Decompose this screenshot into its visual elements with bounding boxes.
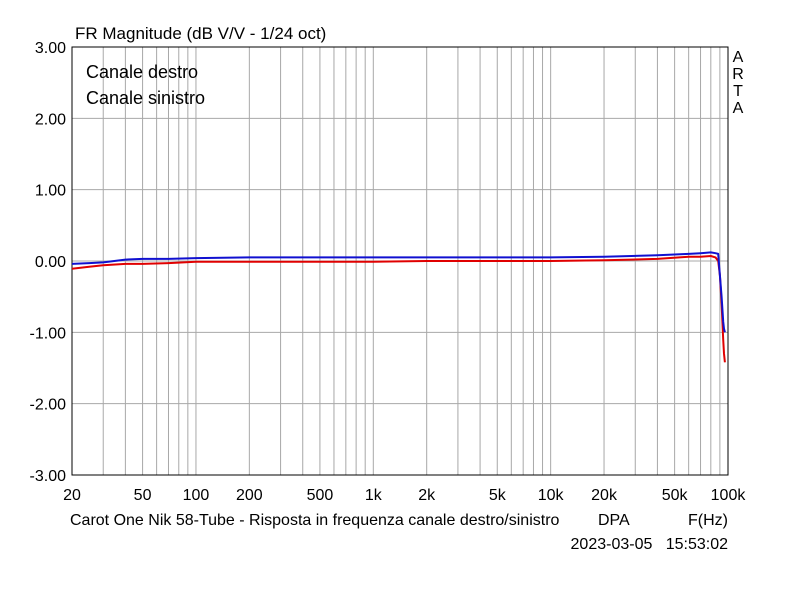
x-tick-label: 50k xyxy=(662,487,689,504)
series-group xyxy=(71,251,726,363)
x-tick-label: 20k xyxy=(591,487,618,504)
y-tick-label: 3.00 xyxy=(35,40,66,57)
x-tick-label: 10k xyxy=(538,487,565,504)
y-tick-label: 1.00 xyxy=(35,183,66,200)
watermark-letter: A xyxy=(733,100,744,117)
x-tick-label: 2k xyxy=(418,487,436,504)
x-tick-label: 100k xyxy=(711,487,747,504)
series-line-right-channel xyxy=(71,255,726,363)
x-tick-label: 100 xyxy=(183,487,210,504)
x-unit-label: F(Hz) xyxy=(688,512,728,529)
chart-caption: Carot One Nik 58-Tube - Risposta in freq… xyxy=(70,512,560,529)
y-tick-label: -2.00 xyxy=(30,397,67,414)
y-tick-label: -1.00 xyxy=(30,325,67,342)
legend-entry-left: Canale sinistro xyxy=(86,88,205,108)
x-tick-label: 200 xyxy=(236,487,263,504)
x-tick-label: 50 xyxy=(134,487,152,504)
watermark-letter: R xyxy=(732,66,744,83)
y-axis: 3.00 2.00 1.00 0.00 -1.00 -2.00 -3.00 xyxy=(30,40,67,485)
x-tick-label: 5k xyxy=(489,487,507,504)
timestamp: 2023-03-05 15:53:02 xyxy=(571,536,729,553)
dpa-label: DPA xyxy=(598,512,630,529)
watermark-letter: T xyxy=(733,83,743,100)
x-axis: 20 50 100 200 500 1k 2k 5k 10k 20k 50k 100k xyxy=(63,487,746,504)
series-line-left-channel xyxy=(71,251,726,333)
y-tick-label: 0.00 xyxy=(35,254,66,271)
x-tick-label: 1k xyxy=(365,487,383,504)
arta-watermark: A R T A xyxy=(732,49,744,117)
x-tick-label: 500 xyxy=(307,487,334,504)
plot-frame xyxy=(71,46,729,476)
chart-title: FR Magnitude (dB V/V - 1/24 oct) xyxy=(75,24,326,43)
y-tick-label: -3.00 xyxy=(30,468,67,485)
watermark-letter: A xyxy=(733,49,744,66)
y-tick-label: 2.00 xyxy=(35,111,66,128)
x-tick-label: 20 xyxy=(63,487,81,504)
legend-entry-right: Canale destro xyxy=(86,62,198,82)
legend: Canale destro Canale sinistro xyxy=(86,62,205,108)
